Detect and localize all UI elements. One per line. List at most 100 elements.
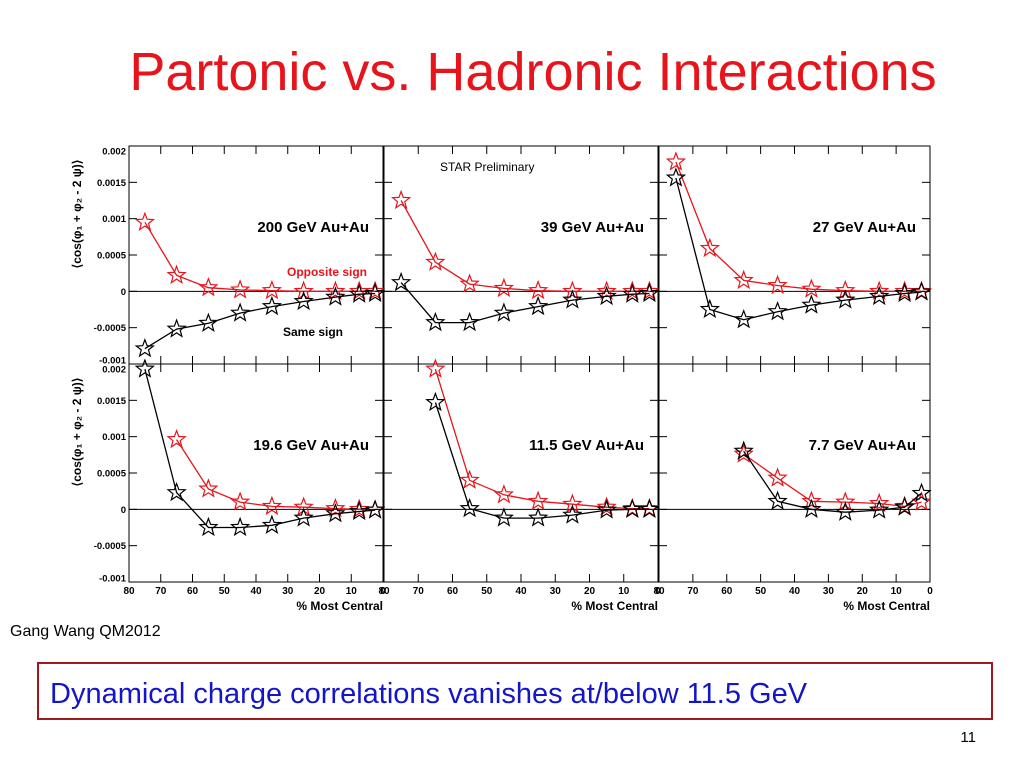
data-point <box>229 279 251 299</box>
data-point <box>459 497 480 518</box>
x-tick-label: 50 <box>755 586 767 597</box>
y-tick-label: 0 <box>121 287 126 298</box>
data-point <box>835 289 856 309</box>
x-tick-label: 40 <box>250 586 262 597</box>
y-tick-label: -0.0005 <box>94 541 127 552</box>
page-number: 11 <box>960 729 976 746</box>
data-point <box>528 279 549 300</box>
series-line <box>675 177 922 321</box>
data-point <box>622 283 643 303</box>
data-point <box>868 499 890 519</box>
data-point <box>527 490 549 510</box>
data-point <box>596 285 617 306</box>
data-point <box>134 358 155 378</box>
series-label: Opposite sign <box>287 265 367 279</box>
y-axis-title: ⟨cos(φ₁ + φ₂ - 2 ψ)⟩ <box>70 160 84 269</box>
y-tick-label: 0.0015 <box>97 396 127 407</box>
panel-label: 39 GeV Au+Au <box>541 219 644 236</box>
data-point <box>622 498 643 518</box>
data-point <box>493 302 515 322</box>
data-point <box>261 514 283 534</box>
x-tick-label: 10 <box>618 586 630 597</box>
data-point <box>665 151 687 171</box>
data-point <box>261 279 282 300</box>
data-point <box>868 280 890 300</box>
x-tick-label: 80 <box>123 586 135 597</box>
data-point <box>325 280 346 300</box>
data-point <box>868 285 890 306</box>
panel-label: 19.6 GeV Au+Au <box>253 437 369 454</box>
data-point <box>562 493 583 513</box>
data-point <box>166 481 187 502</box>
y-tick-label: 0.002 <box>102 147 126 158</box>
data-point <box>425 391 446 412</box>
y-tick-label: 0.001 <box>102 432 126 443</box>
x-tick-label: 60 <box>187 586 199 597</box>
slide-title: Partonic vs. Hadronic Interactions <box>129 42 936 102</box>
data-point <box>767 490 788 510</box>
x-tick-label: 0 <box>655 586 661 597</box>
x-tick-label: 50 <box>219 586 231 597</box>
x-tick-label: 70 <box>687 586 699 597</box>
data-point <box>198 516 219 537</box>
x-tick-label: 60 <box>447 586 459 597</box>
data-point <box>364 499 386 519</box>
data-point <box>348 500 370 521</box>
data-point <box>639 282 660 303</box>
x-tick-label: 70 <box>155 586 167 597</box>
panel-label: 27 GeV Au+Au <box>813 219 916 236</box>
data-point <box>894 496 915 516</box>
data-point <box>622 280 643 300</box>
x-tick-label: 20 <box>584 586 596 597</box>
x-tick-label: 80 <box>378 586 390 597</box>
data-point <box>293 290 314 311</box>
x-tick-label: 10 <box>346 586 358 597</box>
data-point <box>562 280 583 300</box>
data-point <box>198 276 219 297</box>
data-point <box>894 282 915 303</box>
y-tick-label: 0.0005 <box>97 251 127 262</box>
data-point <box>261 295 282 316</box>
data-point <box>134 337 156 358</box>
data-point <box>868 492 890 513</box>
data-point <box>665 167 687 187</box>
data-point <box>325 497 346 518</box>
x-tick-label: 0 <box>927 586 933 597</box>
data-point <box>639 280 660 300</box>
series-line <box>144 368 376 529</box>
x-axis-title: % Most Central <box>843 599 930 613</box>
data-point <box>527 507 549 527</box>
data-point <box>767 301 788 321</box>
x-tick-label: 30 <box>550 586 562 597</box>
x-tick-label: 30 <box>823 586 835 597</box>
conclusion: Dynamical charge correlations vanishes a… <box>50 678 808 710</box>
data-point <box>198 312 219 332</box>
data-point <box>459 311 480 332</box>
panel-note: STAR Preliminary <box>440 160 534 174</box>
data-point <box>348 283 370 303</box>
data-point <box>459 469 480 489</box>
y-axis-title: ⟨cos(φ₁ + φ₂ - 2 ψ)⟩ <box>70 378 84 487</box>
x-tick-label: 0 <box>380 586 386 597</box>
series-line <box>144 292 376 350</box>
panel-label: 7.7 GeV Au+Au <box>809 437 916 454</box>
data-point <box>596 499 617 519</box>
data-point <box>493 507 515 527</box>
data-point <box>911 482 932 502</box>
series-line <box>743 450 922 513</box>
data-point <box>562 504 583 524</box>
data-point <box>733 308 754 329</box>
data-point <box>767 274 788 295</box>
data-point <box>911 281 932 301</box>
x-tick-label: 10 <box>891 586 903 597</box>
data-point <box>733 440 754 460</box>
data-point <box>835 279 856 300</box>
data-point <box>801 498 822 518</box>
y-tick-label: 0.0015 <box>97 178 127 189</box>
data-point <box>767 467 788 487</box>
data-point <box>325 286 346 306</box>
series-line <box>400 282 650 324</box>
data-point <box>733 269 754 290</box>
y-tick-label: -0.0005 <box>94 323 127 334</box>
